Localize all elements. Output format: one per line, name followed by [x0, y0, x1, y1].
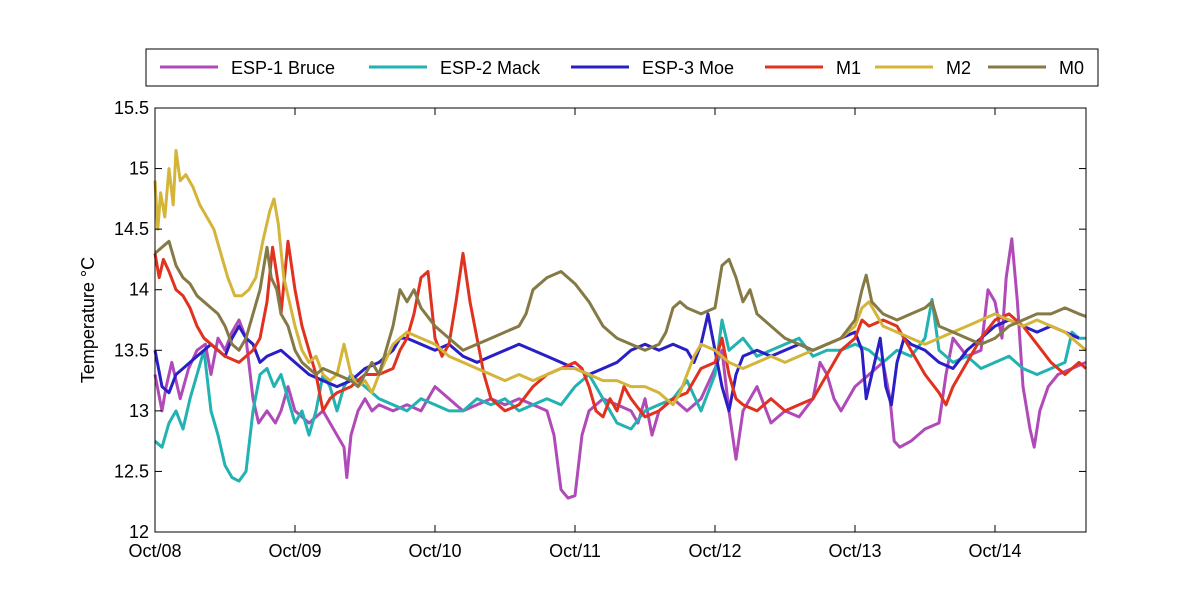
x-tick-label: Oct/08 [128, 541, 181, 561]
legend-label-m0: M0 [1059, 58, 1084, 78]
legend-items: ESP-1 Bruce ESP-2 Mack ESP-3 Moe M1 M2 M0 [160, 58, 1084, 78]
y-tick-label: 12.5 [114, 461, 149, 481]
series-line-esp-1-bruce [153, 237, 1087, 500]
x-tick-label: Oct/13 [828, 541, 881, 561]
legend-label-m1: M1 [836, 58, 861, 78]
legend-label-esp-3-moe: ESP-3 Moe [642, 58, 734, 78]
y-tick-label: 12 [129, 522, 149, 542]
y-tick-label: 15 [129, 159, 149, 179]
legend-label-esp-1-bruce: ESP-1 Bruce [231, 58, 335, 78]
x-tick-label: Oct/10 [408, 541, 461, 561]
series-layer [153, 148, 1087, 500]
y-tick-label: 14 [129, 280, 149, 300]
series-line-m2 [153, 148, 1087, 407]
legend-label-esp-2-mack: ESP-2 Mack [440, 58, 541, 78]
legend: ESP-1 Bruce ESP-2 Mack ESP-3 Moe M1 M2 M0 [145, 48, 1099, 87]
plot-frame [154, 107, 1087, 533]
series-line-esp-2-mack [154, 297, 1086, 483]
tick-layer: Oct/08 Oct/09 Oct/10 Oct/11 Oct/12 Oct/13 Oct/… [114, 98, 1086, 561]
x-tick-label: Oct/09 [268, 541, 321, 561]
y-tick-label: 14.5 [114, 219, 149, 239]
x-tick-label: Oct/12 [688, 541, 741, 561]
y-axis-label: Temperature °C [78, 257, 98, 383]
x-tick-label: Oct/14 [968, 541, 1021, 561]
y-tick-label: 13 [129, 401, 149, 421]
y-tick-label: 15.5 [114, 98, 149, 118]
legend-label-m2: M2 [946, 58, 971, 78]
x-tick-label: Oct/11 [549, 541, 601, 561]
y-tick-label: 13.5 [114, 340, 149, 360]
series-line-m0 [154, 239, 1087, 389]
series-line-esp-3-moe [153, 312, 1080, 413]
